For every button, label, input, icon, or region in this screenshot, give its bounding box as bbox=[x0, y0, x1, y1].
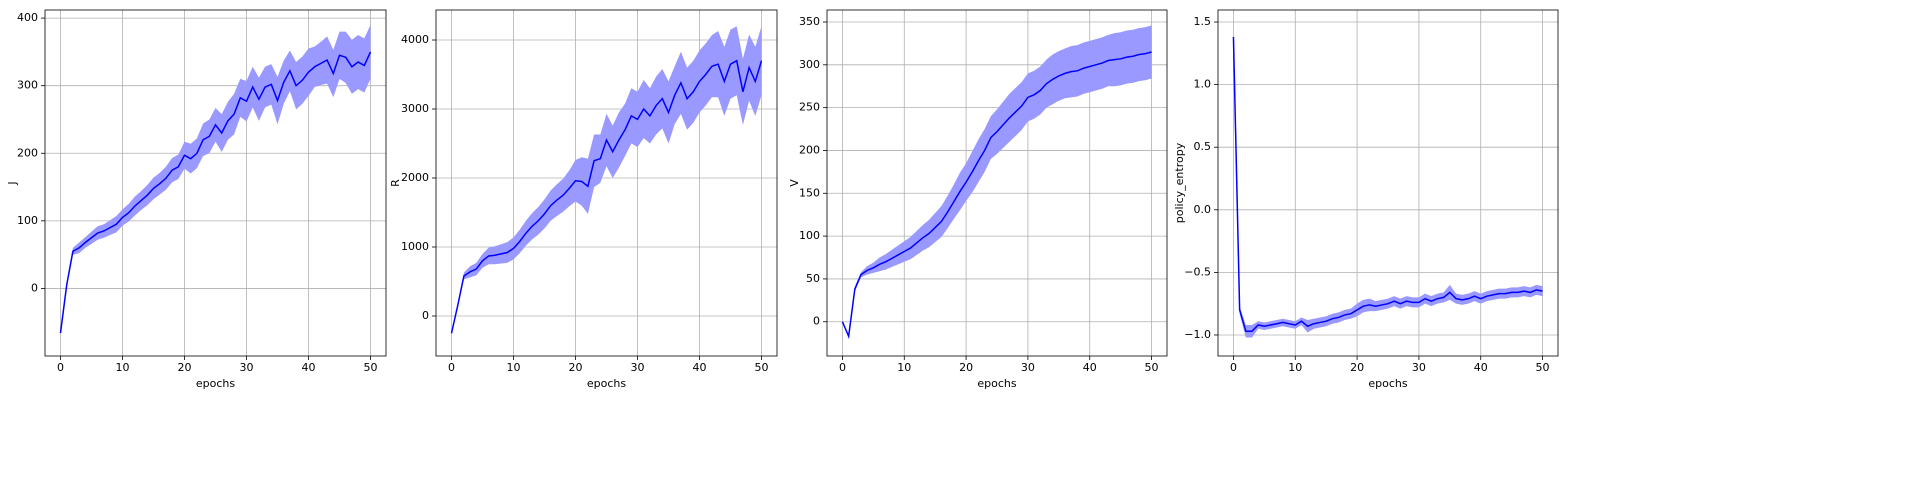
x-tick-label: 0 bbox=[1230, 361, 1237, 374]
x-axis-label: epochs bbox=[977, 377, 1016, 390]
x-tick-label: 40 bbox=[302, 361, 316, 374]
y-axis-label: R bbox=[389, 179, 402, 187]
x-tick-label: 10 bbox=[897, 361, 911, 374]
y-axis-label: V bbox=[788, 179, 801, 187]
y-tick-label: 300 bbox=[17, 79, 38, 92]
x-tick-label: 10 bbox=[1288, 361, 1302, 374]
x-tick-label: 30 bbox=[1021, 361, 1035, 374]
y-axis-label: J bbox=[6, 181, 19, 185]
axes-frame bbox=[44, 9, 387, 357]
y-tick-label: 50 bbox=[806, 272, 820, 285]
y-tick-label: 350 bbox=[799, 15, 820, 28]
x-tick-label: 20 bbox=[178, 361, 192, 374]
x-axis-label: epochs bbox=[1368, 377, 1407, 390]
x-tick-label: 50 bbox=[755, 361, 769, 374]
y-tick-label: 3000 bbox=[401, 102, 429, 115]
y-tick-label: 0 bbox=[813, 315, 820, 328]
subplot: 0 10 20 30 40 50 −1.0 −0.5 0.0 0.5 1.0 1.5 epochs pol… bbox=[1173, 9, 1559, 390]
y-tick-label: 400 bbox=[17, 11, 38, 24]
y-tick-label: 0.0 bbox=[1194, 203, 1212, 216]
y-tick-label: 2000 bbox=[401, 171, 429, 184]
error-band bbox=[1233, 37, 1543, 338]
y-tick-label: 4000 bbox=[401, 33, 429, 46]
x-tick-label: 50 bbox=[1536, 361, 1550, 374]
y-tick-label: 300 bbox=[799, 58, 820, 71]
axes-frame bbox=[826, 9, 1168, 357]
x-tick-label: 0 bbox=[448, 361, 455, 374]
y-tick-label: 1.0 bbox=[1194, 78, 1212, 91]
error-band bbox=[842, 25, 1152, 337]
x-tick-label: 40 bbox=[693, 361, 707, 374]
x-tick-label: 30 bbox=[631, 361, 645, 374]
data-line bbox=[841, 51, 1152, 340]
x-tick-label: 30 bbox=[240, 361, 254, 374]
y-tick-label: 200 bbox=[17, 146, 38, 159]
y-tick-label: −1.0 bbox=[1184, 328, 1211, 341]
error-band bbox=[60, 24, 371, 334]
x-axis-label: epochs bbox=[196, 377, 235, 390]
x-tick-label: 0 bbox=[57, 361, 64, 374]
x-axis-label: epochs bbox=[587, 377, 626, 390]
x-tick-label: 10 bbox=[116, 361, 130, 374]
x-tick-label: 30 bbox=[1412, 361, 1426, 374]
y-tick-label: 150 bbox=[799, 186, 820, 199]
x-tick-label: 20 bbox=[959, 361, 973, 374]
y-tick-label: 1.5 bbox=[1194, 15, 1212, 28]
axes-frame bbox=[1217, 9, 1559, 357]
x-tick-label: 40 bbox=[1474, 361, 1488, 374]
x-tick-label: 20 bbox=[1350, 361, 1364, 374]
error-band bbox=[451, 26, 762, 334]
y-axis-label: policy_entropy bbox=[1173, 142, 1186, 223]
y-tick-label: 1000 bbox=[401, 240, 429, 253]
y-tick-label: 200 bbox=[799, 143, 820, 156]
x-tick-label: 50 bbox=[1145, 361, 1159, 374]
x-tick-label: 10 bbox=[507, 361, 521, 374]
y-tick-label: 100 bbox=[799, 229, 820, 242]
y-tick-label: −0.5 bbox=[1184, 265, 1211, 278]
data-line bbox=[59, 51, 372, 334]
y-tick-label: 0.5 bbox=[1194, 140, 1212, 153]
data-line bbox=[1232, 37, 1543, 332]
subplot: 0 10 20 30 40 50 0 1000 2000 3000 4000 epochs R bbox=[389, 9, 778, 390]
subplot: 0 10 20 30 40 50 0 50 100 150 200 250 300 350 epochs V bbox=[788, 9, 1168, 390]
x-tick-label: 20 bbox=[569, 361, 583, 374]
y-tick-label: 250 bbox=[799, 101, 820, 114]
x-tick-label: 50 bbox=[364, 361, 378, 374]
axes-frame bbox=[435, 9, 778, 357]
y-tick-label: 0 bbox=[422, 309, 429, 322]
y-tick-label: 0 bbox=[31, 281, 38, 294]
y-tick-label: 100 bbox=[17, 214, 38, 227]
x-tick-label: 40 bbox=[1083, 361, 1097, 374]
data-line bbox=[450, 59, 763, 334]
x-tick-label: 0 bbox=[839, 361, 846, 374]
subplot: 0 10 20 30 40 50 0 100 200 300 400 epochs J bbox=[6, 9, 387, 390]
